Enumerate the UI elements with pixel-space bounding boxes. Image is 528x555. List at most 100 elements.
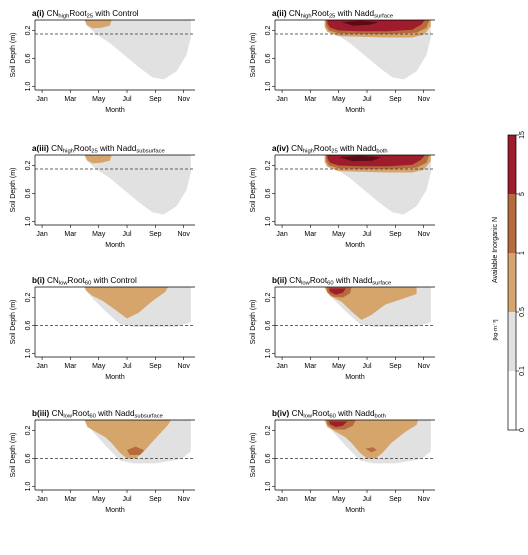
x-tick-label: Mar [304,231,317,238]
panel-bii: Jan Mar May Jul Sep Nov 0.2 0.6 1.0 Month Soil Dep… [250,276,435,381]
x-axis-title: Month [345,507,365,514]
contour-layers [84,420,191,464]
x-tick-label: Jul [123,496,132,503]
title-part-sub2: 60 [89,414,95,420]
panel-title: a(i) CNhighRoot25 with Control [32,9,139,20]
title-part-suffix: with Nadd [334,276,373,285]
y-tick-label: 0.6 [25,454,32,464]
title-part-suffix: with Nadd [96,409,135,418]
y-tick-label: 1.0 [265,82,272,92]
y-tick-label: 0.6 [25,189,32,199]
title-part-prefix: CN [47,9,59,18]
panel-biii: Jan Mar May Jul Sep Nov 0.2 0.6 1.0 Month Soil Dep… [10,409,195,514]
x-tick-label: Mar [304,363,317,370]
x-tick-label: Jul [123,231,132,238]
title-part-sub1: low [63,414,73,420]
title-part-suffix: with Control [91,276,137,285]
contour-band-biv-1 [324,420,418,459]
x-tick-label: Jul [123,363,132,370]
x-tick-label: Mar [64,96,77,103]
colorbar-band [508,253,516,312]
title-part-sub2: 60 [85,281,91,287]
y-axis-title: Soil Depth (m) [250,300,257,345]
contour-layers [84,287,191,327]
colorbar-tick-label: 0.5 [519,307,526,317]
title-part-mid: Root [74,144,92,153]
y-tick-label: 1.0 [25,349,32,359]
x-tick-label: May [332,496,346,503]
y-tick-label: 0.6 [25,321,32,331]
title-part-suffix: with Nadd [338,144,377,153]
x-axis-title: Month [105,107,125,114]
title-part-prefix: CN [51,144,63,153]
title-part-sub3: both [376,149,387,155]
y-tick-label: 0.2 [25,426,32,436]
colorbar-label: Available Inorganic N [492,217,499,283]
x-axis-title: Month [105,242,125,249]
title-part-sub1: high [301,14,312,20]
title-part-sub2: 25 [91,149,97,155]
x-tick-label: Jan [276,231,287,238]
title-part-suffix: with Nadd [336,409,375,418]
x-axis-title: Month [105,507,125,514]
y-tick-label: 1.0 [265,217,272,227]
x-tick-label: Nov [417,231,430,238]
y-tick-label: 1.0 [265,349,272,359]
y-axis-title: Soil Depth (m) [250,33,257,78]
panel-biv: Jan Mar May Jul Sep Nov 0.2 0.6 1.0 Month Soil Dep… [250,409,435,514]
title-part-mid: Root [312,409,330,418]
panel-title: a(iii) CNhighRoot25 with Naddsubsurface [32,144,165,155]
title-part-prefix: CN [289,9,301,18]
contour-band-aiv-4 [338,155,382,162]
y-tick-label: 0.2 [25,161,32,171]
x-tick-label: Sep [149,96,162,103]
x-tick-label: Nov [417,496,430,503]
x-tick-label: Jul [363,363,372,370]
contour-band-bii-3 [328,288,346,295]
x-tick-label: Mar [64,231,77,238]
x-axis-title: Month [105,374,125,381]
colorbar-tick-label: 0 [519,428,526,432]
x-tick-label: Jul [123,96,132,103]
y-axis-title: Soil Depth (m) [250,168,257,213]
contour-band-bii-1 [324,287,417,320]
x-tick-label: Mar [304,96,317,103]
title-part-mid: Root [69,9,87,18]
panel-ai: Jan Mar May Jul Sep Nov 0.2 0.6 1.0 Month Soil Dep… [10,9,195,114]
colorbar-unit: [kg·m⁻³] [493,319,499,340]
y-tick-label: 1.0 [25,82,32,92]
colorbar-band [508,312,516,371]
colorbar-segments [508,135,516,430]
y-axis-title: Soil Depth (m) [10,300,17,345]
x-tick-label: Nov [177,363,190,370]
x-axis-title: Month [345,374,365,381]
colorbar-tick-label: 5 [519,192,526,196]
colorbar-band [508,135,516,194]
panel-bi: Jan Mar May Jul Sep Nov 0.2 0.6 1.0 Month Soil Dep… [10,276,195,381]
contour-band-aiv-3 [327,155,426,167]
title-part-sub3: both [375,414,386,420]
y-axis-title: Soil Depth (m) [10,433,17,478]
panel-aii: Jan Mar May Jul Sep Nov 0.2 0.6 1.0 Month Soil Dep… [250,9,435,114]
title-part-sub3: subsurface [135,414,163,420]
x-tick-label: Sep [389,231,402,238]
contour-band-aiii-0 [84,155,191,215]
x-tick-label: May [332,363,346,370]
panel-title: b(i) CNlowRoot60 with Control [32,276,137,287]
x-tick-label: Nov [177,496,190,503]
panels-group: Jan Mar May Jul Sep Nov 0.2 0.6 1.0 Month Soil Dep… [10,9,435,514]
x-axis-title: Month [345,107,365,114]
title-part-sub1: high [58,14,69,20]
contour-band-aii-4 [341,20,379,26]
title-part-sub1: high [303,149,314,155]
x-tick-label: Sep [389,496,402,503]
panel-title: b(iii) CNlowRoot60 with Naddsubsurface [32,409,163,420]
panel-title: b(iv) CNlowRoot60 with Naddboth [272,409,386,420]
contour-band-biii-1 [84,420,171,459]
contour-band-biv-3 [328,421,348,427]
contour-band-aiii-1 [84,155,112,164]
x-tick-label: Jan [36,363,47,370]
contour-band-aii-3 [327,20,426,32]
